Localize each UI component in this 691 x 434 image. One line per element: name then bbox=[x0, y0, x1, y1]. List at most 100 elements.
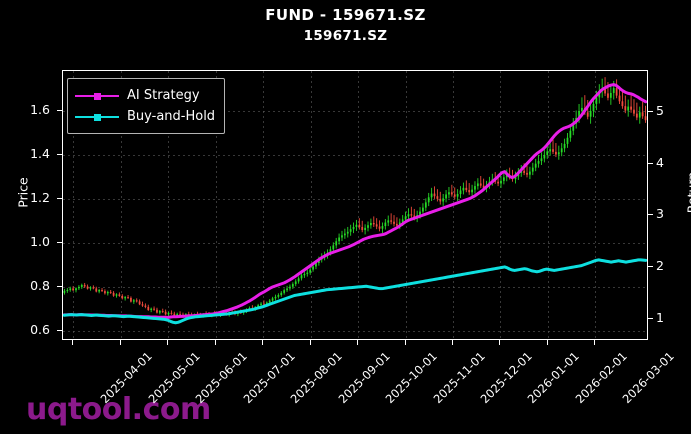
candle-body bbox=[462, 187, 465, 191]
candle-body bbox=[453, 194, 456, 197]
candle-body bbox=[531, 167, 534, 172]
candle-body bbox=[268, 300, 271, 303]
candle-body bbox=[263, 303, 265, 305]
candle-body bbox=[150, 308, 153, 310]
x-tick bbox=[499, 340, 501, 345]
y-tick-label-left: 0.6 bbox=[30, 322, 50, 338]
candle-body bbox=[427, 197, 430, 203]
gridline-horizontal bbox=[63, 331, 647, 333]
candle-body bbox=[309, 269, 312, 273]
candle-body bbox=[364, 227, 367, 231]
y-tick-label-right: 1 bbox=[656, 309, 664, 325]
candle-body bbox=[514, 176, 517, 180]
candle-body bbox=[419, 211, 421, 216]
candle-body bbox=[306, 272, 309, 274]
candle-body bbox=[173, 313, 176, 316]
plot-area bbox=[62, 70, 648, 340]
candle-body bbox=[644, 116, 647, 121]
candle-body bbox=[372, 223, 375, 225]
candle-body bbox=[135, 300, 138, 302]
candle-body bbox=[132, 300, 135, 302]
candle-body bbox=[641, 112, 644, 117]
candle-body bbox=[358, 224, 361, 227]
candle-body bbox=[280, 292, 283, 296]
gridline-horizontal bbox=[63, 110, 647, 112]
candle-body bbox=[69, 288, 72, 290]
candle-body bbox=[121, 295, 124, 299]
candle-body bbox=[523, 170, 526, 173]
candle-body bbox=[401, 219, 404, 223]
y-tick-right bbox=[648, 214, 653, 216]
candle-body bbox=[164, 311, 167, 315]
candle-body bbox=[560, 148, 563, 153]
candle-body bbox=[563, 143, 566, 149]
y-tick-label-right: 4 bbox=[656, 154, 664, 170]
y-tick-right bbox=[648, 317, 653, 319]
candle-body bbox=[130, 297, 132, 302]
candle-body bbox=[92, 287, 95, 289]
x-tick bbox=[404, 340, 406, 345]
candle-body bbox=[283, 290, 286, 293]
candle-body bbox=[147, 306, 150, 310]
y-tick-right bbox=[648, 162, 653, 164]
candle-body bbox=[607, 93, 609, 98]
x-tick bbox=[262, 340, 264, 345]
x-tick bbox=[72, 340, 74, 345]
candle-body bbox=[343, 233, 346, 236]
candle-body bbox=[289, 286, 291, 289]
gridline-vertical bbox=[263, 71, 265, 339]
series-line bbox=[63, 258, 647, 325]
candle-body bbox=[86, 286, 89, 289]
candle-body bbox=[569, 130, 572, 138]
series-layer bbox=[63, 77, 647, 325]
candle-body bbox=[468, 190, 471, 193]
candle-body bbox=[482, 185, 485, 189]
legend-item[interactable]: AI Strategy bbox=[75, 85, 215, 106]
candle-body bbox=[115, 294, 118, 296]
candle-body bbox=[158, 311, 161, 313]
candle-body bbox=[381, 226, 384, 229]
y-tick-label-left: 1.2 bbox=[30, 189, 50, 205]
legend-item[interactable]: Buy-and-Hold bbox=[75, 106, 215, 127]
candle-body bbox=[297, 278, 300, 282]
watermark: uqtool.com bbox=[26, 392, 211, 427]
candle-body bbox=[367, 225, 369, 228]
candle-body bbox=[407, 214, 410, 217]
candle-body bbox=[396, 223, 398, 226]
candle-body bbox=[552, 149, 554, 152]
gridline-vertical bbox=[405, 71, 407, 339]
candle-body bbox=[555, 151, 557, 155]
candle-body bbox=[274, 296, 277, 299]
gridline-vertical bbox=[547, 71, 549, 339]
candle-body bbox=[586, 112, 589, 117]
candle-body bbox=[153, 308, 155, 310]
candle-body bbox=[329, 249, 332, 253]
x-tick bbox=[546, 340, 548, 345]
candle-body bbox=[627, 106, 630, 111]
candle-body bbox=[410, 214, 413, 216]
candle-body bbox=[592, 103, 595, 111]
candle-body bbox=[257, 305, 260, 308]
candle-body bbox=[450, 192, 453, 195]
gridline-vertical bbox=[595, 71, 597, 339]
y-tick-label-right: 5 bbox=[656, 102, 664, 118]
gridline-vertical bbox=[500, 71, 502, 339]
candle-body bbox=[346, 231, 349, 234]
gridline-horizontal bbox=[63, 154, 647, 156]
candle-body bbox=[543, 154, 546, 159]
candle-body bbox=[127, 297, 129, 298]
candle-body bbox=[500, 180, 502, 184]
candle-body bbox=[341, 235, 343, 238]
candle-body bbox=[624, 106, 627, 111]
gridline-horizontal bbox=[63, 198, 647, 200]
candle-body bbox=[156, 309, 158, 313]
legend[interactable]: AI Strategy Buy-and-Hold bbox=[67, 78, 226, 134]
candle-body bbox=[89, 287, 92, 289]
candle-body bbox=[638, 112, 641, 118]
candle-body bbox=[604, 88, 606, 94]
candle-body bbox=[505, 175, 508, 178]
candle-body bbox=[448, 192, 450, 195]
candle-body bbox=[433, 193, 436, 197]
candle-body bbox=[387, 220, 390, 223]
y-tick-left bbox=[57, 109, 62, 111]
